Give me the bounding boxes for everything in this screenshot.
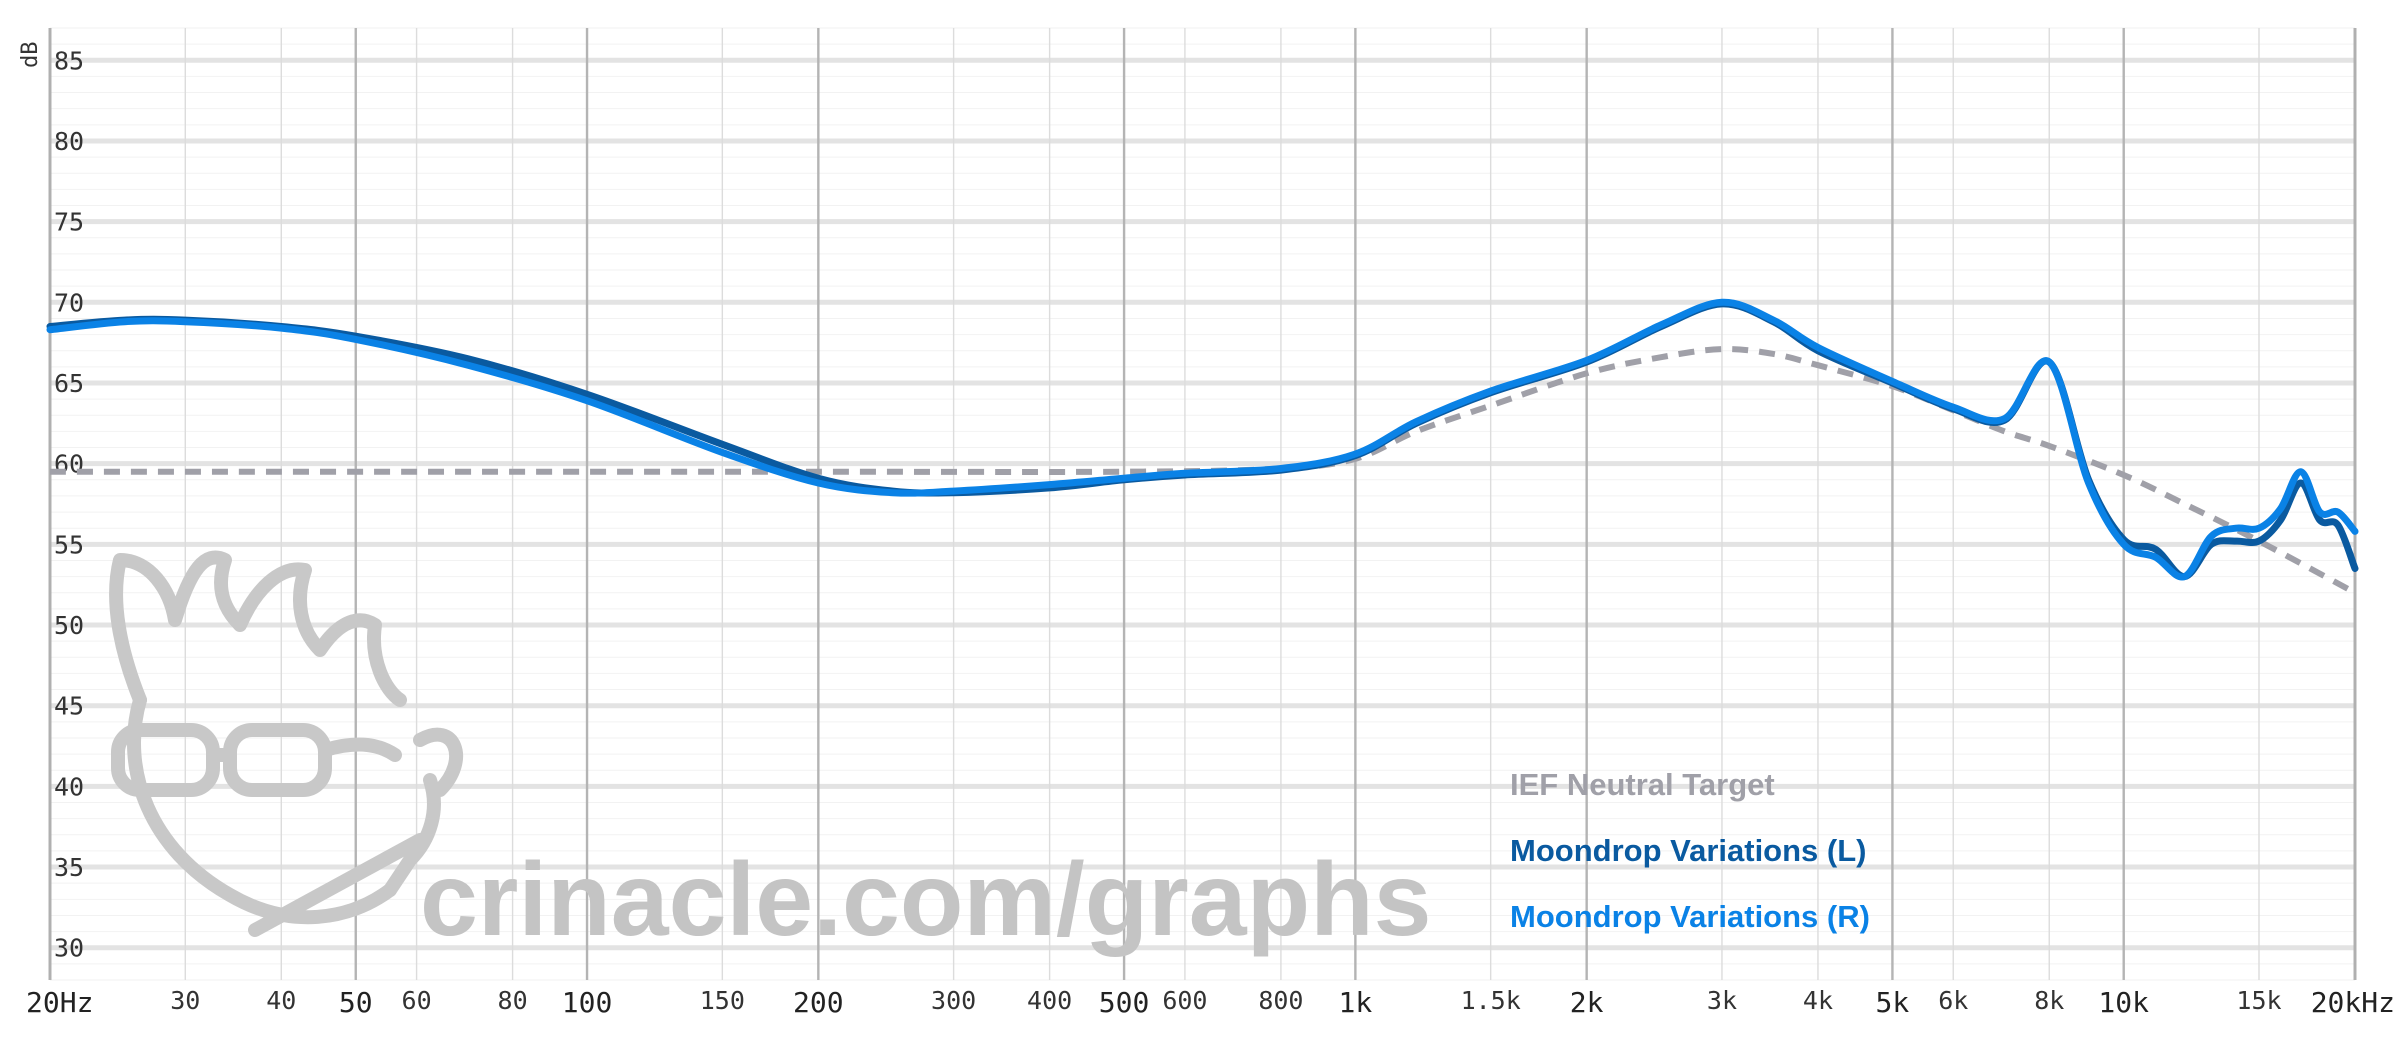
watermark: crinacle.com/graphs (109, 550, 1432, 958)
y-tick-label: 45 (54, 692, 84, 721)
x-tick-label: 20Hz (26, 986, 93, 1019)
y-tick-label: 80 (54, 127, 84, 156)
x-tick-label: 400 (1027, 986, 1072, 1015)
x-tick-label: 10k (2098, 986, 2149, 1019)
x-tick-label: 30 (170, 986, 200, 1015)
x-tick-label: 2k (1570, 986, 1604, 1019)
y-tick-label: 40 (54, 772, 84, 801)
x-tick-label: 200 (793, 986, 844, 1019)
series-lines (46, 298, 2359, 596)
grid (48, 27, 2357, 981)
legend-entry: Moondrop Variations (L) (1510, 833, 1867, 868)
x-tick-label: 1.5k (1461, 986, 1521, 1015)
x-tick-label: 5k (1876, 986, 1910, 1019)
x-tick-label: 300 (931, 986, 976, 1015)
x-tick-label: 800 (1258, 986, 1303, 1015)
y-tick-label: 65 (54, 369, 84, 398)
y-tick-label: 50 (54, 611, 84, 640)
x-tick-label: 15k (2236, 986, 2281, 1015)
x-tick-label: 8k (2034, 986, 2064, 1015)
x-tick-label: 60 (402, 986, 432, 1015)
series-line-3 (46, 298, 2359, 581)
y-tick-label: 55 (54, 530, 84, 559)
watermark-text: crinacle.com/graphs (420, 842, 1432, 958)
legend-entry: IEF Neutral Target (1510, 767, 1775, 802)
y-tick-label: 35 (54, 853, 84, 882)
x-tick-label: 3k (1707, 986, 1737, 1015)
x-tick-label: 20kHz (2311, 986, 2395, 1019)
x-tick-label: 40 (266, 986, 296, 1015)
x-tick-label: 80 (498, 986, 528, 1015)
x-tick-label: 150 (700, 986, 745, 1015)
y-tick-label: 85 (54, 46, 84, 75)
y-tick-label: 30 (54, 934, 84, 963)
y-tick-label: 75 (54, 208, 84, 237)
x-tick-label: 50 (339, 986, 373, 1019)
x-tick-label: 600 (1162, 986, 1207, 1015)
legend: IEF Neutral Target Moondrop Variations (L… (1510, 767, 1870, 934)
y-tick-label: 70 (54, 288, 84, 317)
legend-entry: Moondrop Variations (R) (1510, 899, 1870, 934)
watermark-mascot-icon (109, 550, 463, 937)
x-tick-label: 500 (1099, 986, 1150, 1019)
x-tick-label: 4k (1803, 986, 1833, 1015)
y-unit-label: dB (18, 42, 43, 69)
x-tick-label: 6k (1938, 986, 1968, 1015)
x-tick-label: 100 (562, 986, 613, 1019)
x-tick-label: 1k (1339, 986, 1373, 1019)
